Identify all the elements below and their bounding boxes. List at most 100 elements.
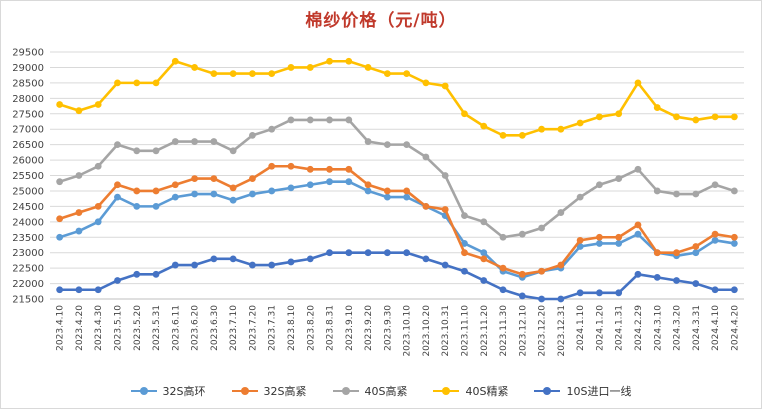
data-point	[249, 190, 256, 198]
data-point	[210, 190, 218, 198]
y-tick-label: 29500	[12, 48, 44, 59]
data-point	[56, 233, 64, 241]
data-point	[634, 221, 642, 229]
legend: 32S高环 32S高紧 40S高紧 40S精紧 10S进口一线	[0, 383, 762, 399]
data-point	[634, 165, 642, 173]
data-point	[345, 57, 353, 65]
data-point	[133, 202, 141, 210]
data-point	[403, 249, 411, 257]
data-point	[557, 261, 565, 269]
data-point	[94, 162, 102, 170]
data-point	[133, 79, 141, 87]
data-point	[403, 187, 411, 195]
data-point	[75, 286, 83, 294]
data-point	[480, 249, 488, 257]
data-point	[210, 138, 218, 145]
data-point	[383, 249, 391, 257]
legend-label: 40S高紧	[364, 385, 408, 398]
y-tick-label: 25500	[12, 171, 44, 182]
data-point	[692, 280, 700, 287]
x-tick-label: 2024.1.10	[576, 305, 586, 351]
data-point	[596, 113, 603, 121]
data-point	[538, 125, 545, 133]
data-point	[538, 295, 545, 303]
data-point	[191, 261, 198, 269]
series-4	[56, 249, 738, 303]
data-point	[596, 233, 603, 241]
x-tick-label: 2023.9.30	[383, 305, 393, 351]
data-point	[268, 261, 276, 269]
data-point	[518, 230, 526, 238]
data-point	[268, 162, 276, 170]
data-point	[364, 138, 372, 145]
x-tick-label: 2024.3.10	[653, 305, 663, 351]
data-point	[306, 116, 314, 124]
data-point	[403, 70, 411, 78]
data-point	[191, 138, 198, 145]
data-point	[499, 131, 507, 139]
y-tick-label: 26000	[12, 156, 44, 167]
data-point	[576, 236, 584, 244]
x-tick-label: 2023.11.30	[499, 305, 509, 357]
data-point	[152, 202, 160, 210]
data-point	[94, 202, 102, 210]
data-point	[615, 110, 623, 118]
x-tick-label: 2023.12.31	[557, 305, 567, 357]
data-point	[383, 141, 391, 149]
data-point	[326, 57, 333, 65]
legend-item: 40S精紧	[433, 383, 508, 399]
data-point	[441, 206, 449, 213]
data-point	[114, 141, 121, 149]
series-lines	[56, 57, 738, 303]
x-tick-label: 2023.10.31	[441, 305, 451, 357]
data-point	[557, 125, 565, 133]
legend-label: 32S高环	[162, 385, 206, 398]
series-2	[56, 116, 738, 241]
x-tick-label: 2024.3.31	[692, 305, 702, 351]
y-tick-label: 23000	[12, 248, 44, 259]
data-point	[576, 119, 584, 127]
legend-label: 32S高紧	[263, 385, 307, 398]
legend-label: 40S精紧	[465, 385, 509, 398]
data-point	[692, 243, 700, 250]
x-tick-label: 2023.12.10	[518, 305, 528, 357]
data-point	[229, 147, 237, 155]
x-tick-label: 2023.4.10	[56, 305, 66, 351]
data-point	[229, 70, 237, 78]
series-line	[59, 118, 735, 239]
data-point	[152, 79, 160, 87]
x-tick-label: 2023.11.20	[480, 305, 490, 357]
data-point	[326, 165, 333, 173]
x-tick-label: 2023.5.10	[113, 305, 123, 351]
x-tick-label: 2023.5.31	[152, 305, 162, 351]
x-tick-label: 2023.6.20	[191, 305, 201, 351]
data-point	[634, 79, 642, 87]
data-point	[383, 70, 391, 78]
data-point	[75, 107, 83, 115]
data-point	[268, 70, 276, 78]
y-tick-label: 27000	[12, 125, 44, 136]
y-tick-label: 27500	[12, 109, 44, 120]
data-point	[152, 187, 160, 195]
data-point	[692, 190, 700, 198]
data-point	[730, 233, 738, 241]
data-point	[249, 131, 256, 139]
x-tick-label: 2023.4.20	[75, 305, 85, 351]
data-point	[673, 113, 680, 121]
x-tick-label: 2023.7.31	[268, 305, 278, 351]
x-tick-label: 2023.7.10	[229, 305, 239, 351]
data-point	[171, 138, 179, 145]
data-point	[730, 113, 738, 121]
x-tick-label: 2024.2.29	[634, 305, 644, 351]
data-point	[94, 286, 102, 294]
data-point	[326, 116, 333, 124]
chart-title: 棉纱价格（元/吨）	[305, 11, 457, 31]
data-point	[730, 240, 738, 247]
data-point	[56, 178, 64, 186]
x-tick-label: 2024.4.10	[711, 305, 721, 351]
data-point	[461, 249, 468, 257]
data-point	[191, 64, 198, 71]
data-point	[441, 172, 449, 179]
data-point	[56, 101, 64, 108]
data-point	[499, 286, 507, 294]
